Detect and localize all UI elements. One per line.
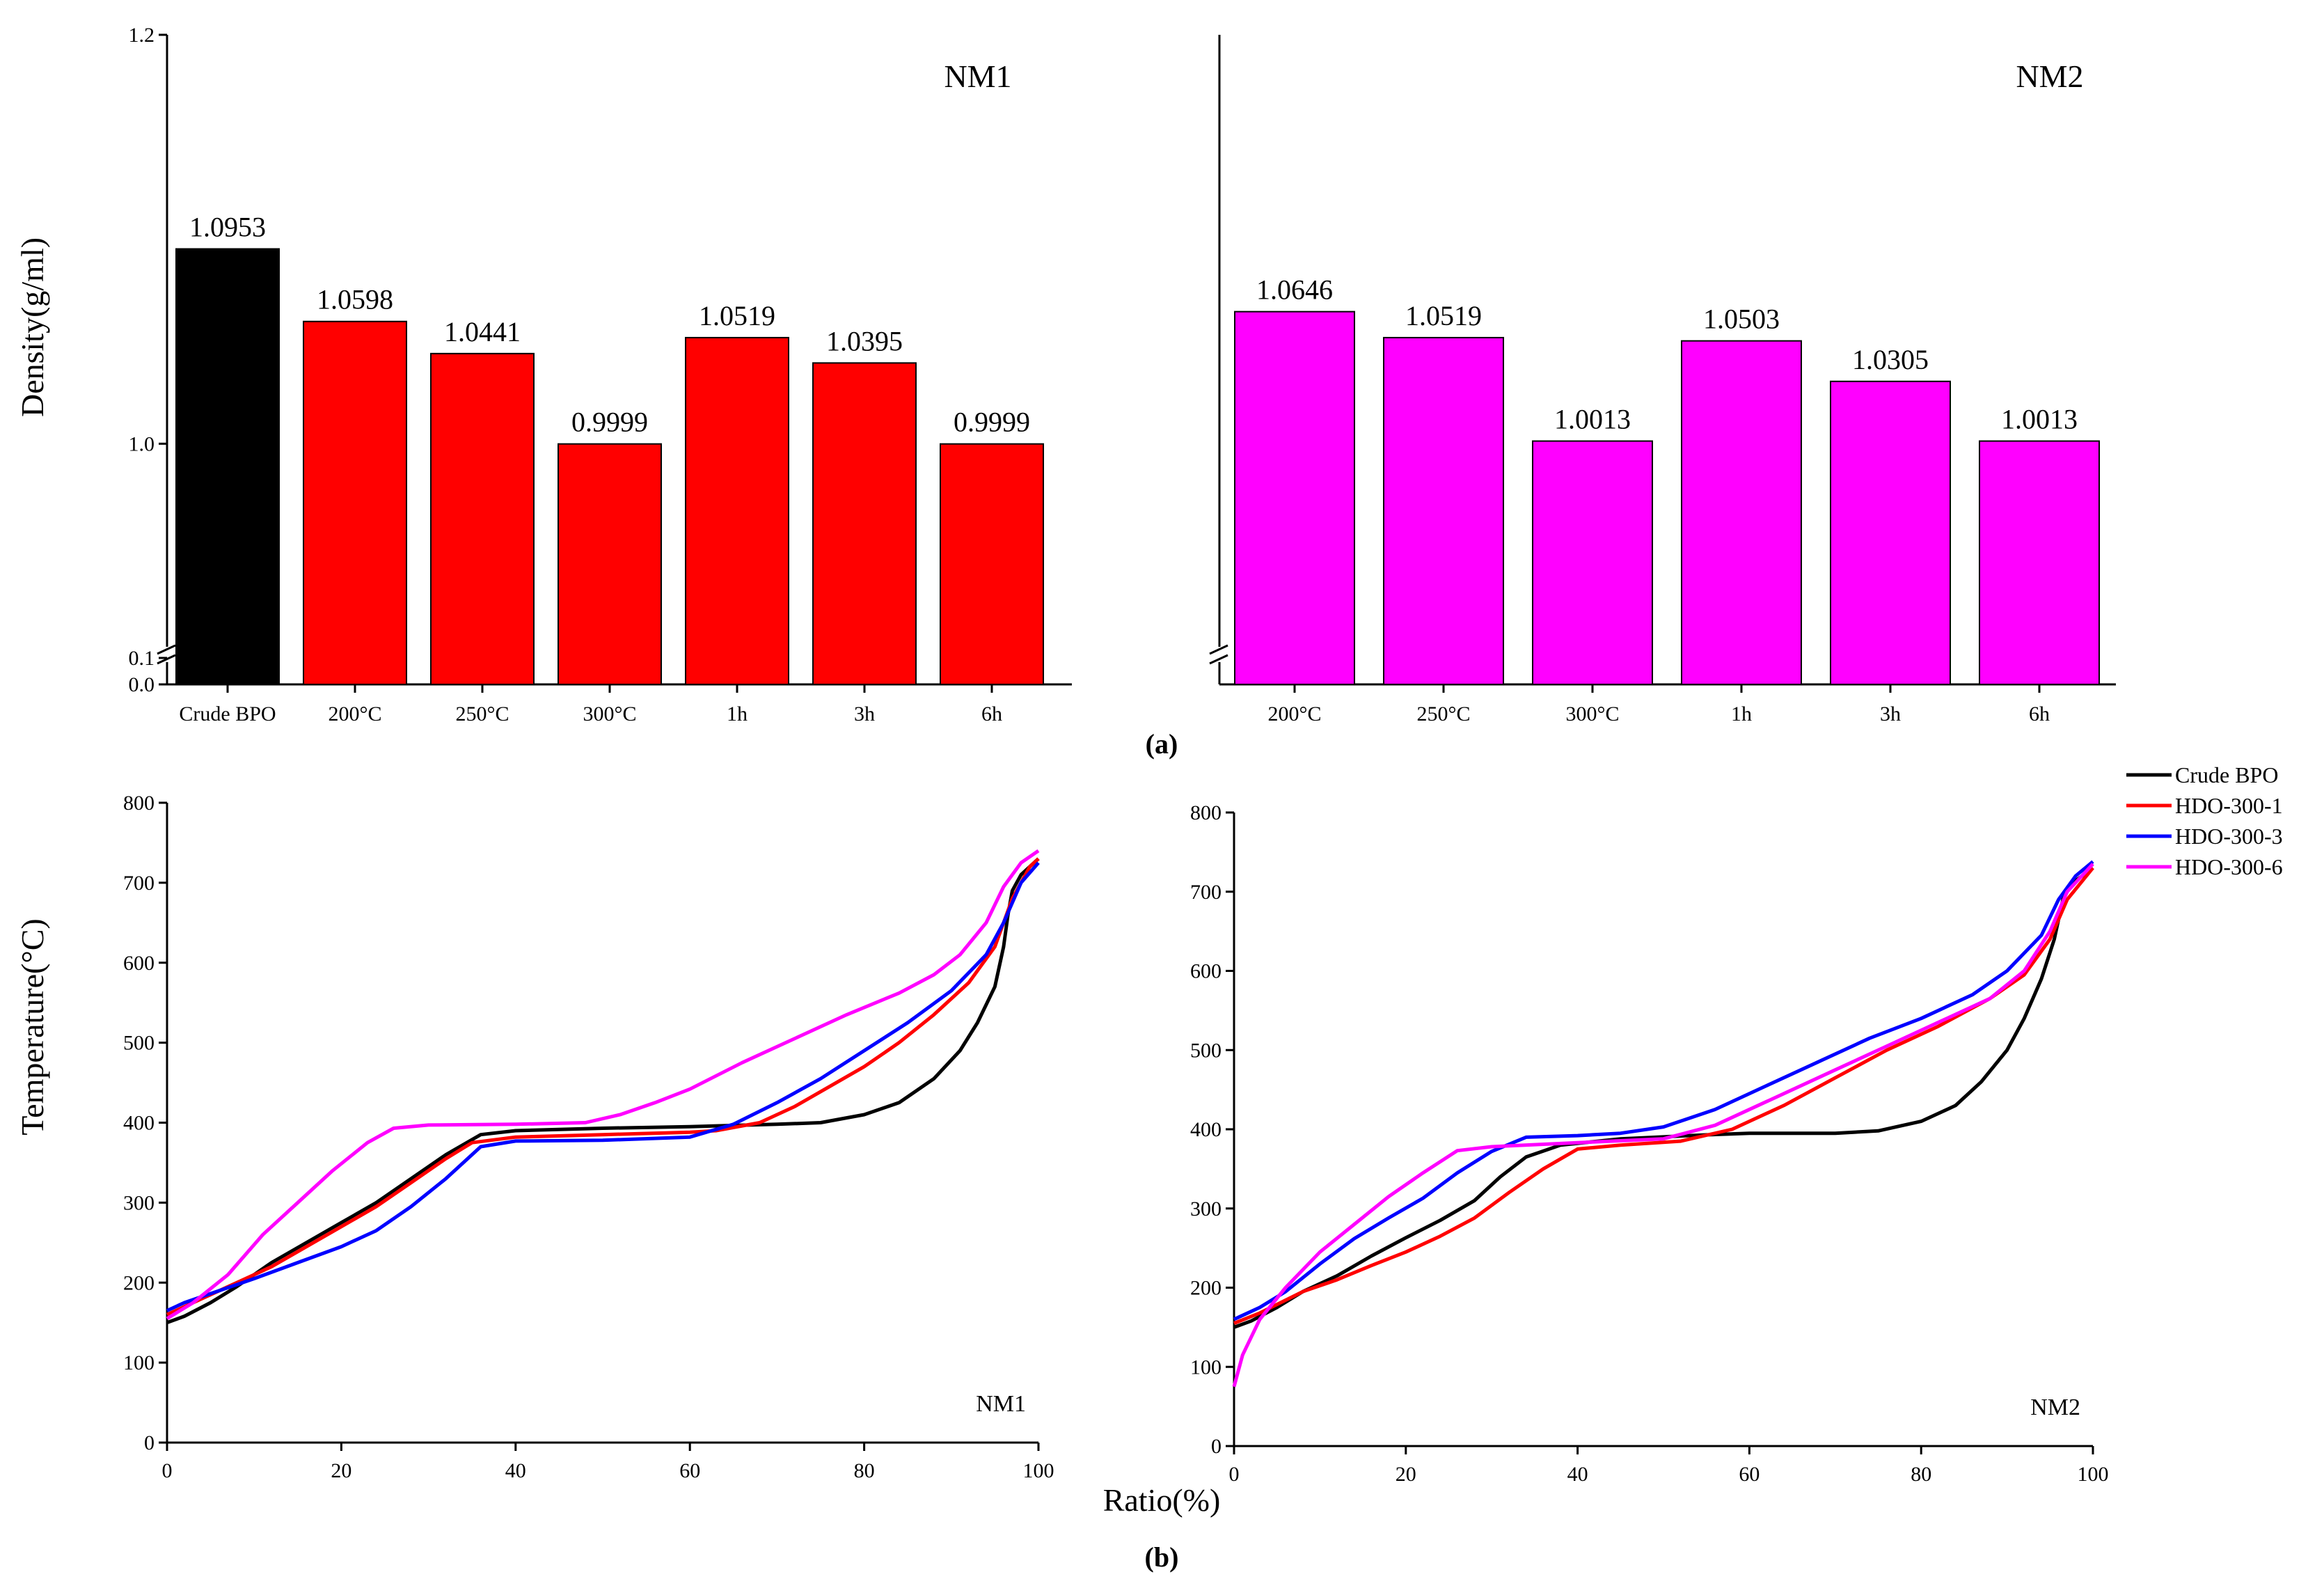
panel-label-a: (a) [1146,728,1178,760]
x-tick-label: 100 [1023,1459,1054,1482]
x-tick-label: 250°C [455,702,509,725]
x-tick-label: 100 [2078,1463,2109,1486]
x-tick-label: 250°C [1416,702,1470,725]
y-tick-label: 400 [123,1112,155,1135]
y-axis-title: Density(g/ml) [15,237,50,417]
bar-value-label: 1.0395 [826,325,903,356]
y-tick-label: 200 [1190,1277,1222,1300]
series-line [166,849,1040,1321]
bar-value-label: 1.0013 [2001,404,2078,435]
x-tick-label: 300°C [583,702,636,725]
y-tick-label: 0 [144,1431,155,1454]
x-tick-label: 200°C [328,702,381,725]
bar-value-label: 1.0305 [1852,344,1929,375]
y-tick-label: 0.1 [129,647,155,670]
bar-value-label: 1.0953 [189,211,266,242]
chart-corner-label: NM2 [2030,1395,2080,1420]
bar [1681,340,1802,685]
y-tick-label: 200 [123,1271,155,1294]
bar-value-label: 0.9999 [571,407,648,438]
series-line [1232,863,2094,1388]
bar [303,320,407,686]
x-tick-label: 80 [854,1459,875,1482]
bar-value-label: 1.0013 [1554,404,1631,435]
x-tick-label: 200°C [1267,702,1321,725]
x-tick-label: 3h [1880,702,1901,725]
bar [1383,336,1504,685]
x-tick-label: 1h [1731,702,1752,725]
axis-break-mark [157,644,176,655]
y-tick-label: 400 [1190,1118,1222,1141]
x-tick-label: 60 [679,1459,700,1482]
y-tick-label: 600 [1190,960,1222,983]
series-line [166,857,1040,1317]
y-tick-label: 1.0 [129,432,155,455]
x-tick-label: 1h [727,702,748,725]
y-tick-label: 700 [1190,881,1222,904]
y-tick-label: 0.0 [129,673,155,696]
legend-label: HDO-300-6 [2175,854,2283,879]
y-tick-label: 300 [123,1191,155,1214]
legend-label: Crude BPO [2175,762,2278,787]
bar [558,443,662,685]
y-tick-label: 1.2 [129,24,155,47]
y-tick-label: 100 [1190,1356,1222,1379]
x-tick-label: 60 [1739,1463,1760,1486]
y-tick-label: 0 [1211,1435,1222,1458]
x-tick-label: 6h [981,702,1002,725]
series-line [166,857,1040,1325]
legend-label: HDO-300-3 [2175,824,2283,849]
x-tick-label: 3h [854,702,875,725]
bar [940,443,1044,685]
chart-title: NM1 [944,58,1011,94]
y-tick-label: 700 [123,872,155,895]
chart-corner-label: NM1 [976,1391,1026,1417]
y-tick-label: 600 [123,952,155,975]
bar [685,336,789,685]
bar-value-label: 1.0646 [1256,274,1333,306]
bar [1979,440,2100,686]
x-tick-label: 300°C [1565,702,1619,725]
bar-value-label: 1.0598 [317,284,393,315]
bar-value-label: 1.0519 [1405,300,1482,331]
bar [1830,380,1951,685]
series-line [1233,866,2094,1329]
bar-value-label: 1.0503 [1703,304,1780,335]
x-tick-label: 40 [1567,1463,1588,1486]
axis-break-mark [1209,644,1228,655]
bar-value-label: 0.9999 [954,407,1030,438]
y-tick-label: 300 [1190,1198,1222,1220]
bar [1234,311,1355,685]
series-line [166,861,1040,1312]
y-tick-label: 800 [123,792,155,815]
chart-title: NM2 [2016,58,2083,94]
x-tick-label: 20 [331,1459,351,1482]
legend-label: HDO-300-1 [2175,793,2283,818]
y-tick-label: 100 [123,1351,155,1374]
bar-value-label: 1.0519 [699,300,775,331]
bar [812,362,917,686]
x-tick-label: 0 [162,1459,173,1482]
x-tick-label: 0 [1229,1463,1240,1486]
bar-value-label: 1.0441 [444,316,521,347]
y-axis-title: Temperature(°C) [15,918,50,1135]
series-line [1233,860,2094,1321]
y-tick-label: 500 [1190,1039,1222,1062]
y-tick-label: 800 [1190,801,1222,824]
panel-label-b: (b) [1145,1541,1179,1573]
x-tick-label: 80 [1911,1463,1931,1486]
x-tick-label: 20 [1396,1463,1416,1486]
x-tick-label: 40 [505,1459,526,1482]
x-tick-label: 6h [2029,702,2050,725]
bar [430,352,535,685]
y-tick-label: 500 [123,1032,155,1055]
bar [175,248,280,685]
axis-break-mark [157,654,176,665]
x-tick-label: Crude BPO [179,702,276,725]
x-axis-title: Ratio(%) [1103,1482,1221,1518]
axis-break-mark [1209,654,1228,665]
bar [1532,440,1653,686]
